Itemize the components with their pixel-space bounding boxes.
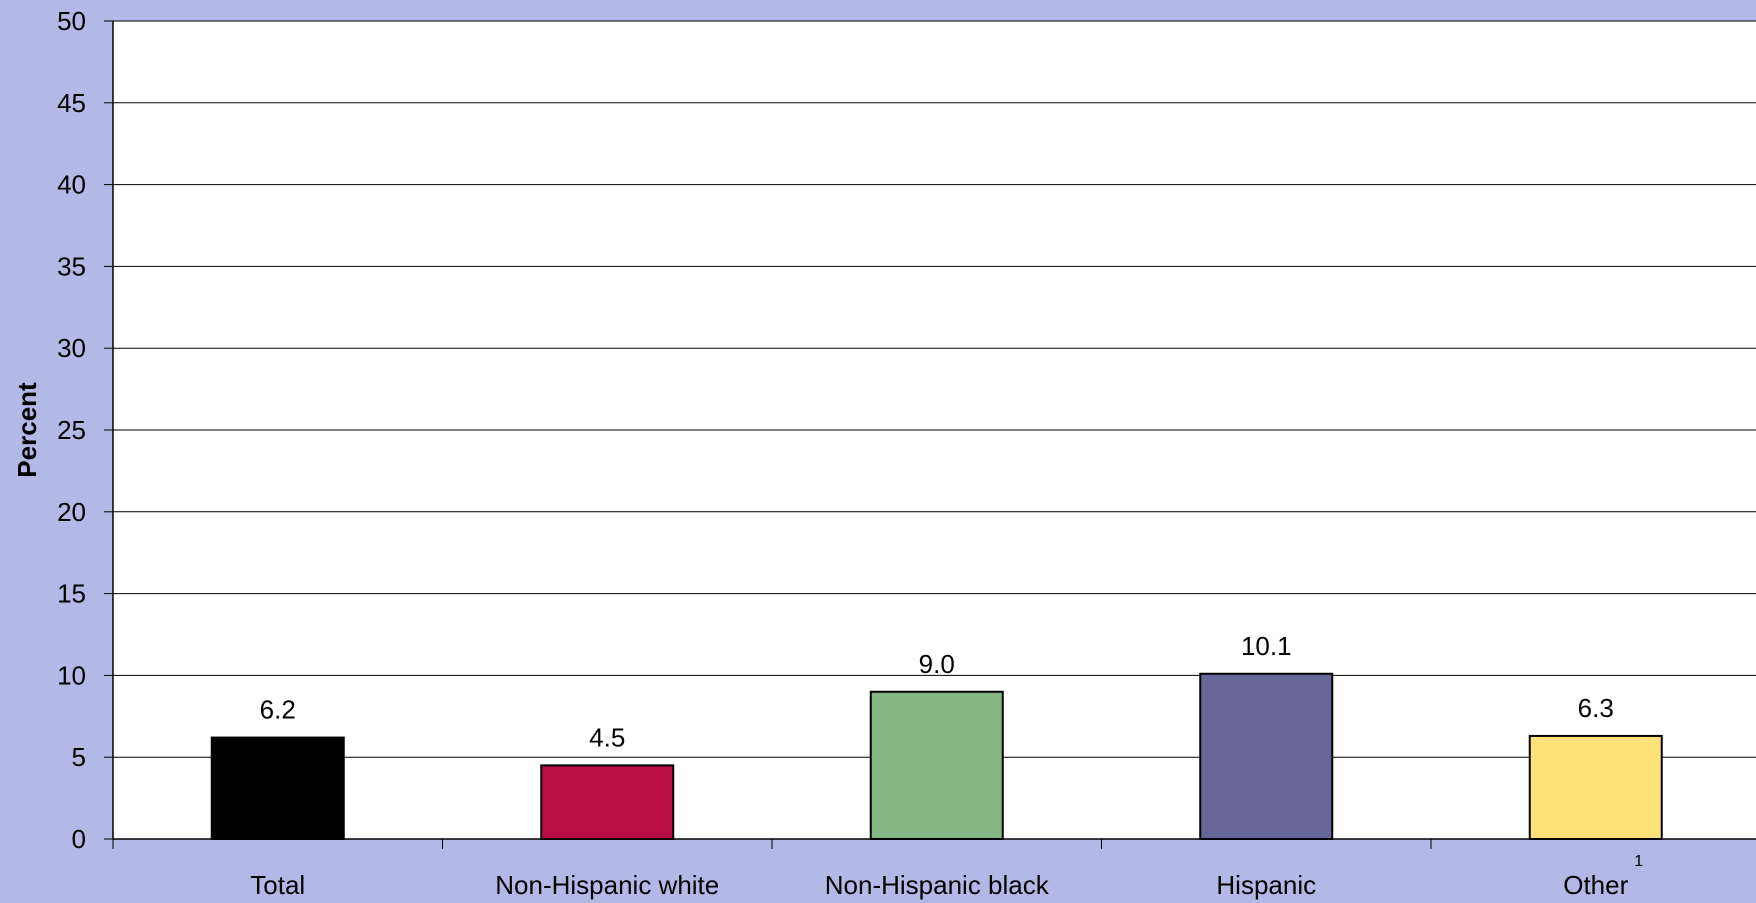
- data-label: 6.2: [260, 695, 296, 725]
- data-label: 6.3: [1578, 693, 1614, 723]
- y-tick-label: 35: [57, 251, 86, 281]
- y-tick-label: 10: [57, 660, 86, 690]
- x-tick-label: Non-Hispanic white: [495, 870, 719, 900]
- y-tick-label: 5: [72, 742, 86, 772]
- labels: 0 5 10 15 20 25 30 35 40 45 50 6.2 Total 4.5 Non-Hispa…: [57, 6, 1643, 900]
- footnote-marker: 1: [1634, 853, 1643, 870]
- data-label: 9.0: [919, 649, 955, 679]
- bar: [869, 690, 1004, 841]
- y-tick-label: 0: [72, 824, 86, 854]
- y-tick-label: 30: [57, 333, 86, 363]
- x-tick-label: Hispanic: [1216, 870, 1316, 900]
- bar: [540, 764, 675, 841]
- data-label: 10.1: [1241, 631, 1292, 661]
- y-tick-label: 20: [57, 497, 86, 527]
- data-label: 4.5: [589, 722, 625, 752]
- x-tick-label: Non-Hispanic black: [825, 870, 1050, 900]
- bars: [210, 672, 1663, 841]
- axes: [104, 20, 1756, 849]
- y-tick-label: 40: [57, 170, 86, 200]
- bar: [1528, 734, 1663, 841]
- y-axis-title: Percent: [12, 382, 42, 478]
- y-tick-label: 25: [57, 415, 86, 445]
- y-tick-label: 15: [57, 579, 86, 609]
- gridlines: [113, 20, 1756, 758]
- x-tick-label: Other: [1563, 870, 1628, 900]
- y-tick-label: 50: [57, 6, 86, 36]
- x-tick-label: Total: [250, 870, 305, 900]
- y-tick-label: 45: [57, 88, 86, 118]
- bar: [210, 736, 345, 840]
- bar: [1199, 672, 1334, 840]
